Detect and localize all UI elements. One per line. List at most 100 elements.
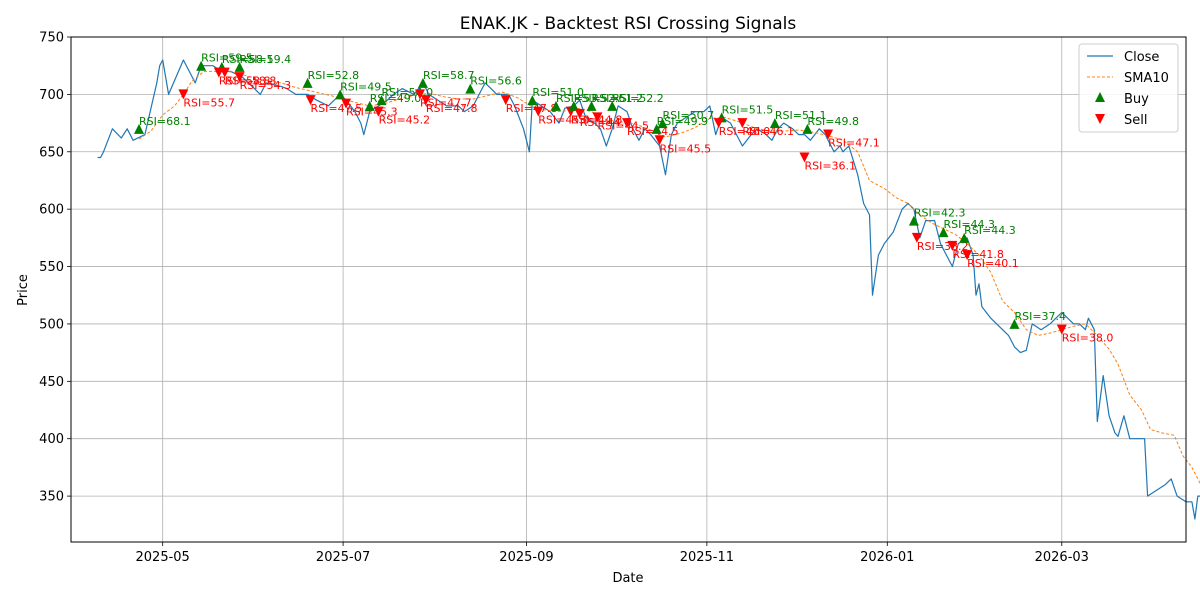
sell-rsi-label: RSI=55.7 (183, 96, 235, 109)
legend-box (1078, 43, 1179, 133)
buy-rsi-label: RSI=59.4 (240, 53, 292, 66)
buy-marker (568, 100, 579, 111)
buy-rsi-label: RSI=51.5 (722, 103, 774, 116)
legend-sell-label: Sell (1124, 113, 1147, 128)
legend-sma-label: SMA10 (1124, 71, 1169, 86)
x-tick-label: 2025-09 (499, 550, 553, 565)
legend: Close SMA10 Buy Sell (1078, 43, 1179, 133)
sell-marker (947, 240, 958, 251)
buy-marker (607, 100, 618, 111)
y-tick-label: 750 (39, 31, 64, 46)
plot-frame (70, 36, 1187, 543)
buy-marker (657, 118, 668, 129)
buy-marker (234, 61, 245, 72)
buy-rsi-label: RSI=68.1 (139, 115, 191, 128)
sell-rsi-label: RSI=40.1 (967, 257, 1019, 270)
sell-rsi-label: RSI=47.8 (426, 102, 478, 115)
y-tick-label: 450 (39, 375, 64, 390)
buy-rsi-label: RSI=52.2 (612, 92, 664, 105)
x-tick-label: 2025-05 (136, 550, 190, 565)
buy-marker (938, 227, 949, 238)
sell-rsi-label: RSI=45.2 (379, 114, 431, 127)
buy-marker (959, 232, 970, 243)
buy-marker (417, 77, 428, 88)
buy-marker (769, 118, 780, 129)
y-tick-label: 500 (39, 317, 64, 332)
sma10-line (138, 70, 1200, 485)
sell-marker (622, 118, 633, 129)
sell-rsi-label: RSI=47.8 (506, 102, 558, 115)
buy-rsi-label: RSI=49.8 (807, 115, 859, 128)
x-tick-label: 2025-07 (316, 550, 370, 565)
sell-marker (234, 72, 245, 83)
sell-rsi-label: RSI=45.3 (346, 106, 398, 119)
buy-rsi-label: RSI=53.5 (556, 92, 608, 105)
sell-marker (420, 95, 431, 106)
buy-marker (527, 95, 538, 106)
x-tick-label: 2026-03 (1035, 550, 1089, 565)
sell-rsi-label: RSI=54.3 (240, 79, 292, 92)
buy-rsi-label: RSI=56.6 (470, 75, 522, 88)
buy-rsi-label: RSI=58.7 (423, 69, 475, 82)
sell-rsi-label: RSI=38.0 (1062, 332, 1114, 345)
sell-marker (911, 232, 922, 243)
legend-buy-label: Buy (1124, 92, 1149, 107)
sell-rsi-label: RSI=46.0 (719, 125, 771, 138)
buy-marker (364, 100, 375, 111)
sell-marker (533, 106, 544, 117)
sell-marker (713, 118, 724, 129)
buy-rsi-label: RSI=50.7 (663, 109, 715, 122)
y-tick-label: 650 (39, 145, 64, 160)
chart-title: ENAK.JK - Backtest RSI Crossing Signals (460, 14, 797, 34)
sell-rsi-label: RSI=45.0 (538, 114, 590, 127)
sell-marker (962, 250, 973, 261)
sell-marker (823, 129, 834, 140)
buy-rsi-label: RSI=49.5 (340, 80, 392, 93)
buy-marker (1009, 318, 1020, 329)
y-tick-label: 350 (39, 490, 64, 505)
sell-rsi-label: RSI=44.8 (580, 116, 632, 129)
sell-marker (799, 152, 810, 163)
y-tick-label: 600 (39, 203, 64, 218)
x-tick-label: 2025-11 (680, 550, 734, 565)
sell-rsi-label: RSI=46.1 (742, 125, 794, 138)
legend-sell-marker (1095, 114, 1105, 124)
buy-marker (376, 95, 387, 106)
sell-marker (1056, 324, 1067, 335)
buy-rsi-label: RSI=58.1 (222, 53, 274, 66)
sell-rsi-label: RSI=58.8 (219, 75, 271, 88)
buy-rsi-label: RSI=51.1 (775, 109, 827, 122)
buy-rsi-label: RSI=44.3 (943, 218, 995, 231)
sell-rsi-label: RSI=47.1 (828, 137, 880, 150)
buy-marker (651, 123, 662, 134)
buy-marker (465, 83, 476, 94)
sell-marker (500, 95, 511, 106)
buy-rsi-label: RSI=42.3 (914, 207, 966, 220)
x-axis: 2025-05 2025-07 2025-09 2025-11 2026-01 2026-… (136, 542, 1089, 565)
sell-rsi-label: RSI=47.5 (311, 102, 363, 115)
buy-marker (196, 60, 207, 71)
y-axis-label: Price (16, 274, 31, 306)
x-axis-label: Date (612, 571, 643, 586)
buy-marker (802, 123, 813, 134)
buy-rsi-label: RSI=52.8 (308, 69, 360, 82)
sell-rsi-label: RSI=47.7 (420, 96, 472, 109)
sell-rsi-label: RSI=44.5 (597, 119, 649, 132)
sell-marker (654, 135, 665, 146)
x-tick-label: 2026-01 (860, 550, 914, 565)
y-tick-label: 700 (39, 88, 64, 103)
sell-marker (373, 106, 384, 117)
buy-rsi-label: RSI=37.4 (1014, 310, 1066, 323)
buy-marker (586, 100, 597, 111)
buy-marker (551, 100, 562, 111)
y-tick-label: 400 (39, 432, 64, 447)
legend-buy-marker (1095, 92, 1105, 102)
legend-close-label: Close (1124, 50, 1159, 65)
buy-marker (335, 89, 346, 100)
sell-marker (592, 112, 603, 123)
sell-marker (305, 95, 316, 106)
buy-rsi-label: RSI=49.9 (657, 115, 709, 128)
buy-marker (908, 215, 919, 226)
